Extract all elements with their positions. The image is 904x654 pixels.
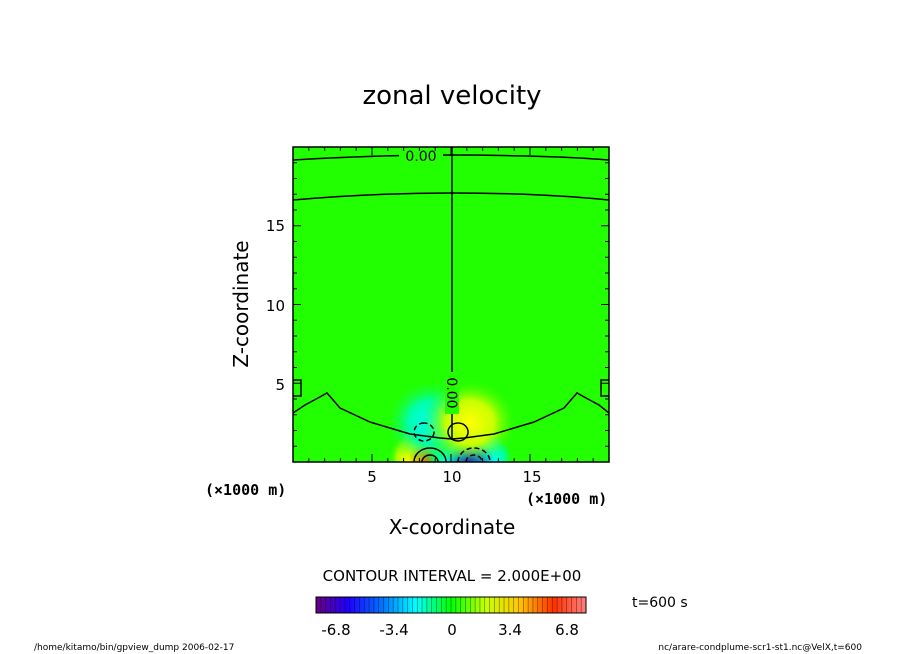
contour-pos-upper xyxy=(447,422,469,442)
footer-left: /home/kitamo/bin/gpview_dump 2006-02-17 xyxy=(34,643,234,653)
colorbar-tick-label: 0 xyxy=(447,621,457,639)
colorbar-tick-label: 6.8 xyxy=(555,621,579,639)
contour-neg-upper xyxy=(413,422,435,442)
contour-line-right-edge xyxy=(600,379,609,397)
x-tick-label: 5 xyxy=(367,468,377,486)
field-anomaly-positive xyxy=(421,378,518,462)
contour-label-vertical: 0.00 xyxy=(443,377,459,408)
colorbar-tick-label: 3.4 xyxy=(498,621,522,639)
contour-neg-lower xyxy=(457,447,491,462)
y-unit-label: (×1000 m) xyxy=(205,481,286,499)
colorbar-dividers xyxy=(320,597,582,613)
colorbar-frame xyxy=(315,596,587,614)
chart-title: zonal velocity xyxy=(362,81,541,111)
contour-label-bg-vertical xyxy=(445,372,459,414)
colorbar-tick-label: -6.8 xyxy=(321,621,350,639)
time-label: t=600 s xyxy=(632,595,688,611)
colorbar-tick-label: -3.4 xyxy=(379,621,408,639)
x-axis-label: X-coordinate xyxy=(389,515,516,539)
contour-label-top: 0.00 xyxy=(405,149,436,165)
contour-interval-label: CONTOUR INTERVAL = 2.000E+00 xyxy=(323,567,582,585)
x-tick-label: 15 xyxy=(522,468,541,486)
axis-ticks xyxy=(293,147,609,462)
contour-line-left-edge xyxy=(293,379,302,397)
contour-pos-lower xyxy=(413,447,447,462)
y-axis-label: Z-coordinate xyxy=(229,240,253,367)
y-tick-label: 5 xyxy=(275,376,285,394)
x-tick-label: 10 xyxy=(442,468,461,486)
footer-right: nc/arare-condplume-scr1-st1.nc@VelX,t=60… xyxy=(658,643,862,653)
y-tick-label: 15 xyxy=(266,217,285,235)
x-unit-label: (×1000 m) xyxy=(526,490,607,508)
contour-pos-lower-inner xyxy=(421,454,439,462)
y-tick-label: 10 xyxy=(266,297,285,315)
contour-label-bg-top xyxy=(399,149,443,163)
